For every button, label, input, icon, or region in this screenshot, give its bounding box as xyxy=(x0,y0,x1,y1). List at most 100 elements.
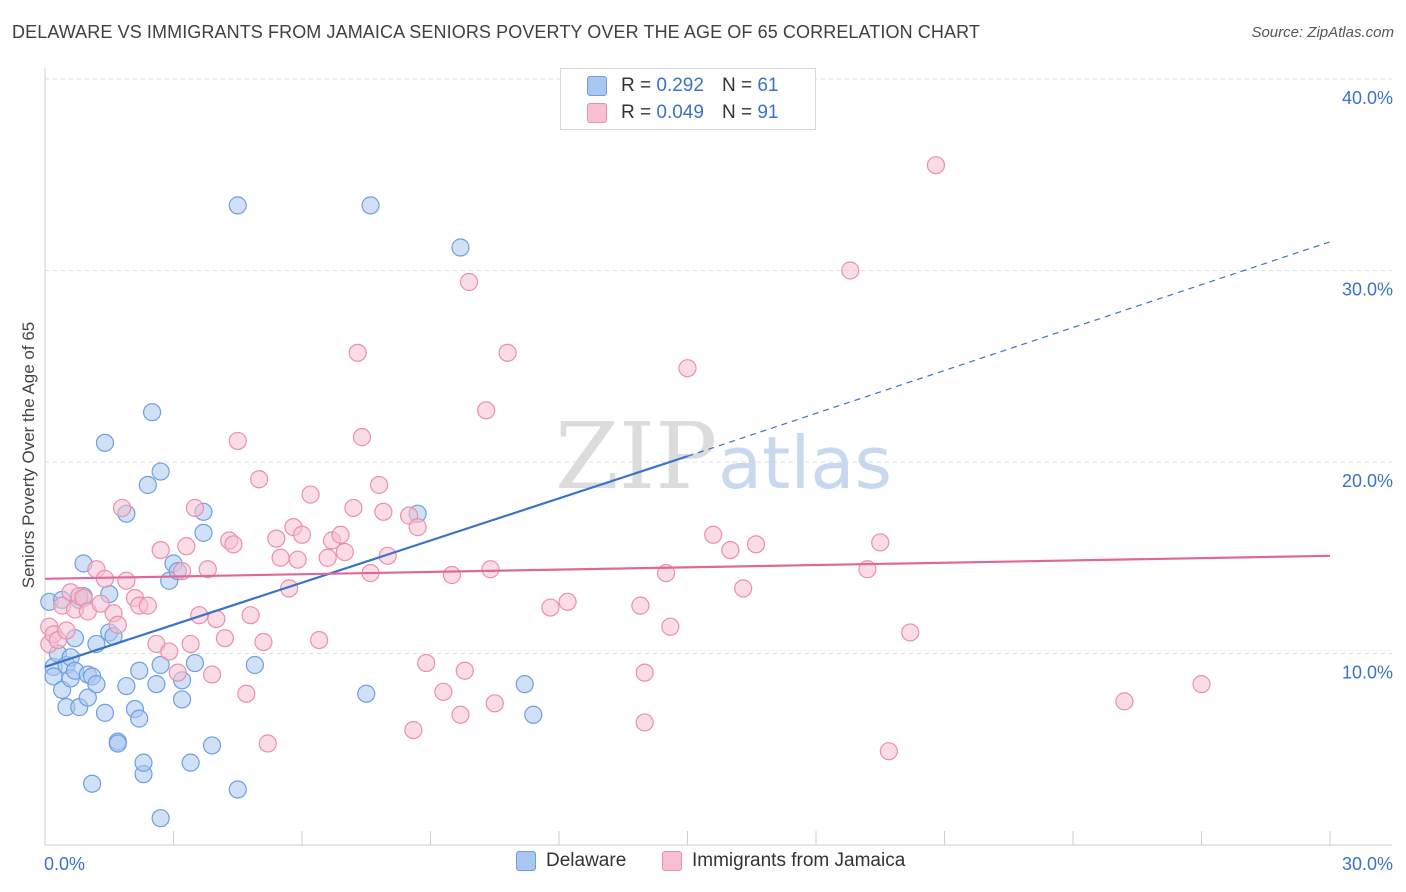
point-delaware xyxy=(142,403,162,422)
legend-item-jamaica[interactable]: Immigrants from Jamaica xyxy=(662,850,905,872)
point-jamaica xyxy=(335,542,354,562)
point-delaware xyxy=(451,238,470,257)
legend-swatch-jamaica xyxy=(587,103,607,123)
point-jamaica xyxy=(404,720,423,740)
point-jamaica xyxy=(215,629,234,648)
point-jamaica xyxy=(198,560,217,579)
point-jamaica xyxy=(1115,692,1134,711)
point-delaware xyxy=(130,661,149,680)
point-jamaica xyxy=(310,630,329,650)
point-jamaica xyxy=(344,498,363,518)
point-jamaica xyxy=(117,571,136,590)
point-jamaica xyxy=(271,548,290,567)
point-jamaica xyxy=(254,632,273,652)
point-delaware xyxy=(151,809,170,828)
point-jamaica xyxy=(417,653,436,673)
r-label: R = xyxy=(621,102,652,123)
y-axis-label: Seniors Poverty Over the Age of 65 xyxy=(19,322,38,588)
point-jamaica xyxy=(280,579,299,598)
point-delaware xyxy=(134,753,153,772)
point-jamaica xyxy=(746,535,766,554)
point-jamaica xyxy=(202,665,222,684)
point-jamaica xyxy=(704,525,723,544)
point-delaware xyxy=(87,675,106,694)
point-delaware xyxy=(245,655,264,675)
point-jamaica xyxy=(678,359,697,378)
point-jamaica xyxy=(241,606,260,625)
point-delaware xyxy=(361,196,380,215)
point-delaware xyxy=(515,675,534,694)
point-jamaica xyxy=(631,596,650,615)
point-delaware xyxy=(108,734,127,753)
trend-line-delaware xyxy=(44,455,688,668)
point-delaware xyxy=(185,653,205,673)
n-label: N = xyxy=(721,102,753,123)
point-jamaica xyxy=(661,617,680,636)
legend-row-jamaica: R = 0.049 N = 91 xyxy=(587,100,778,126)
x-tick-label-max: 30.0% xyxy=(1342,854,1393,874)
correlation-legend: R = 0.292 N = 61 R = 0.049 N = 91 xyxy=(560,68,816,130)
point-jamaica xyxy=(348,343,367,362)
point-jamaica xyxy=(181,634,200,654)
axes xyxy=(44,68,1392,846)
watermark-atlas: atlas xyxy=(718,421,892,505)
point-jamaica xyxy=(734,579,753,598)
y-tick-label: 40.0% xyxy=(1342,88,1393,108)
point-jamaica xyxy=(288,550,307,569)
point-jamaica xyxy=(558,592,577,611)
point-jamaica xyxy=(721,540,740,560)
point-jamaica xyxy=(635,663,654,682)
point-jamaica xyxy=(237,684,256,703)
r-value: 0.049 xyxy=(656,102,704,123)
point-delaware xyxy=(147,675,166,694)
point-jamaica xyxy=(301,485,320,504)
r-label: R = xyxy=(621,75,652,96)
n-value: 91 xyxy=(757,102,779,123)
point-jamaica xyxy=(168,663,187,682)
point-jamaica xyxy=(108,615,127,634)
watermark: ZIP atlas xyxy=(555,403,892,510)
legend-item-delaware[interactable]: Delaware xyxy=(516,850,626,872)
legend-swatch-delaware xyxy=(516,851,536,871)
trend-lines xyxy=(44,241,1331,668)
point-delaware xyxy=(202,736,222,755)
point-jamaica xyxy=(451,705,470,724)
point-delaware xyxy=(228,780,247,799)
point-delaware xyxy=(181,753,200,772)
point-jamaica xyxy=(408,518,427,537)
point-jamaica xyxy=(455,661,474,680)
point-jamaica xyxy=(841,261,860,280)
point-delaware xyxy=(130,709,149,728)
point-jamaica xyxy=(185,498,205,518)
point-jamaica xyxy=(258,734,277,753)
n-label: N = xyxy=(721,75,753,96)
point-jamaica xyxy=(292,525,312,544)
point-delaware xyxy=(95,433,115,452)
legend-label-jamaica: Immigrants from Jamaica xyxy=(692,850,906,871)
point-jamaica xyxy=(138,596,157,615)
point-jamaica xyxy=(151,540,170,560)
legend-label-delaware: Delaware xyxy=(546,850,627,871)
point-jamaica xyxy=(498,343,517,362)
point-jamaica xyxy=(352,428,372,447)
point-jamaica xyxy=(374,502,393,521)
point-jamaica xyxy=(901,623,920,642)
point-jamaica xyxy=(331,525,350,544)
data-points xyxy=(40,156,1211,828)
point-jamaica xyxy=(57,621,76,640)
point-jamaica xyxy=(267,529,286,548)
source-label: Source: ZipAtlas.com xyxy=(1251,24,1394,41)
watermark-zip: ZIP xyxy=(555,403,717,510)
series-legend: Delaware Immigrants from Jamaica xyxy=(0,850,1406,880)
point-delaware xyxy=(151,655,170,675)
point-jamaica xyxy=(459,272,479,292)
point-jamaica xyxy=(224,535,243,554)
y-tick-label: 10.0% xyxy=(1342,663,1393,683)
point-delaware xyxy=(95,703,115,722)
point-delaware xyxy=(117,676,136,696)
point-jamaica xyxy=(485,694,504,713)
point-jamaica xyxy=(228,431,247,451)
point-jamaica xyxy=(1192,675,1211,694)
trend-line-delaware-projection xyxy=(687,241,1331,457)
